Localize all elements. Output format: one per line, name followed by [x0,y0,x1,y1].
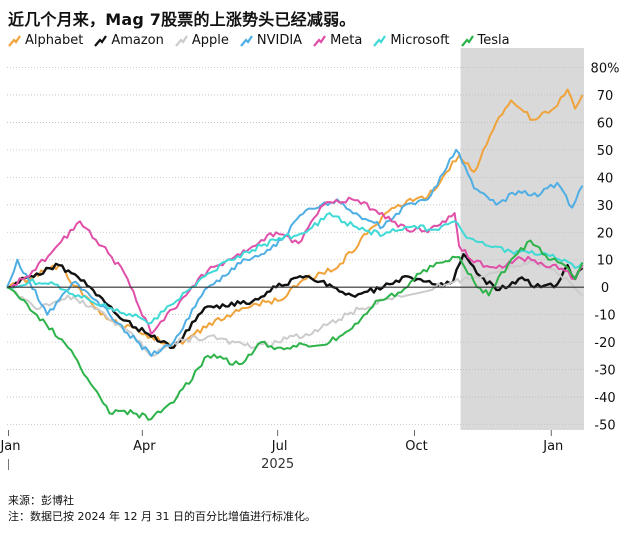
legend-item-alphabet: Alphabet [8,33,83,48]
x-tick-label: Jan [542,439,563,454]
x-tick-label: Jul [271,439,288,454]
legend-swatch-icon [175,35,188,47]
chart-title: 近几个月来，Mag 7股票的上涨势头已经减弱。 [8,10,356,29]
legend-label: Microsoft [390,33,450,48]
normalization-note: 注：数据已按 2024 年 12 月 31 日的百分比增值进行标准化。 [8,510,316,523]
legend-swatch-icon [240,35,253,47]
legend-item-tesla: Tesla [460,33,510,48]
legend-label: Alphabet [25,33,84,48]
series-line-alphabet [6,88,584,349]
legend-item-microsoft: Microsoft [373,33,450,48]
x-tick-label: Oct [405,439,427,454]
legend-item-apple: Apple [175,33,229,48]
series-line-nvidia [6,148,584,357]
legend-swatch-icon [94,35,108,47]
legend-label: Amazon [111,33,164,48]
legend-label: NVIDIA [256,33,303,48]
y-tick-label: 30 [597,199,614,214]
legend-item-meta: Meta [313,33,362,48]
series-line-microsoft [6,212,584,325]
y-tick-label: -50 [594,419,615,434]
y-tick-label: -10 [594,309,615,324]
y-tick-label: -30 [594,364,615,379]
legend-swatch-icon [313,35,326,47]
legend-label: Tesla [477,33,510,48]
legend-swatch-icon [460,35,474,47]
legend-swatch-icon [373,35,387,47]
chart-legend: Alphabet Amazon Apple NVIDIA Meta Microsoft Te… [8,33,510,48]
x-tick-label: Apr [133,439,156,454]
shaded-region [460,48,584,430]
series-line-meta [6,196,584,335]
y-tick-label: 50 [597,144,614,159]
y-tick-label: 70 [597,89,614,104]
y-tick-label: 0 [601,281,609,296]
legend-label: Apple [191,33,229,48]
y-tick-label: 80% [591,61,620,76]
source-note: 来源：彭博社 [8,494,74,507]
y-tick-label: -40 [594,391,615,406]
x-tick-label: Jan [0,439,21,454]
legend-swatch-icon [8,35,21,47]
series-line-apple [6,259,584,357]
legend-label: Meta [330,33,363,48]
y-tick-label: 40 [597,171,614,186]
y-tick-label: 20 [597,226,614,241]
y-tick-label: -20 [594,336,615,351]
x-year-label: 2025 [261,457,294,472]
y-tick-label: 10 [597,254,614,269]
series-line-tesla [6,239,584,421]
legend-item-nvidia: NVIDIA [240,33,302,48]
legend-item-amazon: Amazon [94,33,164,48]
y-tick-label: 60 [597,116,614,131]
